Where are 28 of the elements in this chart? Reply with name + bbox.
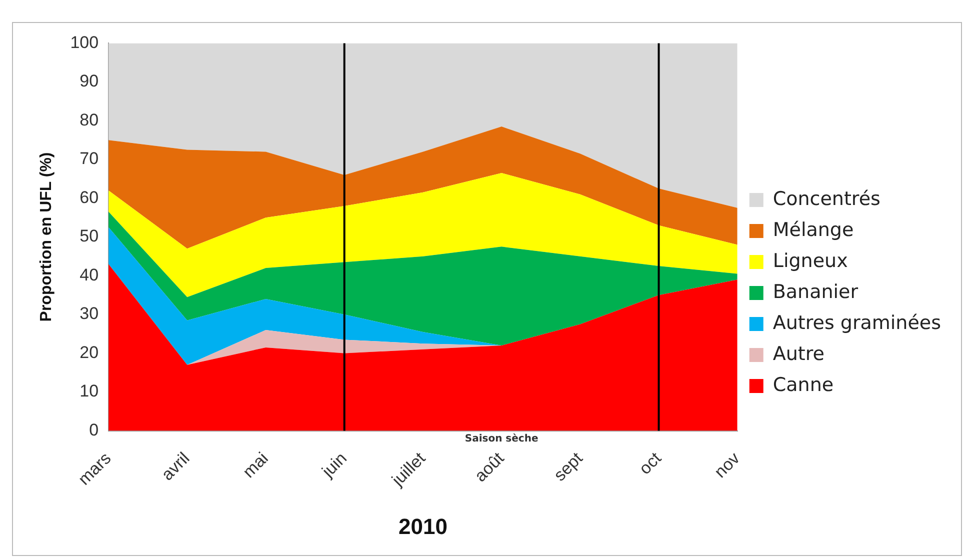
x-tick-label: août bbox=[470, 448, 508, 486]
y-tick-label: 70 bbox=[80, 149, 99, 168]
legend-label: Ligneux bbox=[772, 250, 848, 272]
y-tick-label: 10 bbox=[80, 382, 99, 401]
legend-label: Autre bbox=[772, 342, 824, 365]
x-tick-label: mai bbox=[239, 448, 272, 482]
y-tick-label: 0 bbox=[89, 420, 99, 440]
legend-label: Canne bbox=[772, 374, 834, 396]
legend-label: Autres graminées bbox=[772, 312, 942, 334]
y-tick-label: 30 bbox=[80, 304, 99, 324]
x-tick-label: juin bbox=[318, 448, 351, 482]
y-tick-label: 40 bbox=[80, 265, 99, 284]
legend-label: Concentrés bbox=[772, 188, 880, 210]
text: Saison sèche bbox=[464, 433, 538, 444]
x-tick-label: sept bbox=[550, 448, 586, 485]
y-tick-label: 60 bbox=[80, 188, 99, 207]
legend-label: Mélange bbox=[772, 218, 854, 241]
y-tick-label: 20 bbox=[80, 342, 99, 362]
y-tick-label: 100 bbox=[70, 32, 99, 52]
y-tick-label: 90 bbox=[80, 72, 99, 91]
legend-label: Bananier bbox=[772, 280, 858, 303]
x-tick-label: avril bbox=[158, 448, 194, 484]
y-axis-title: Proportion en UFL (%) bbox=[38, 152, 56, 322]
x-tick-label: nov bbox=[710, 448, 744, 482]
x-axis-title: 2010 bbox=[398, 514, 448, 539]
y-tick-label: 80 bbox=[80, 110, 99, 130]
y-tick-label: 50 bbox=[80, 226, 99, 246]
x-tick-label: oct bbox=[635, 448, 666, 478]
